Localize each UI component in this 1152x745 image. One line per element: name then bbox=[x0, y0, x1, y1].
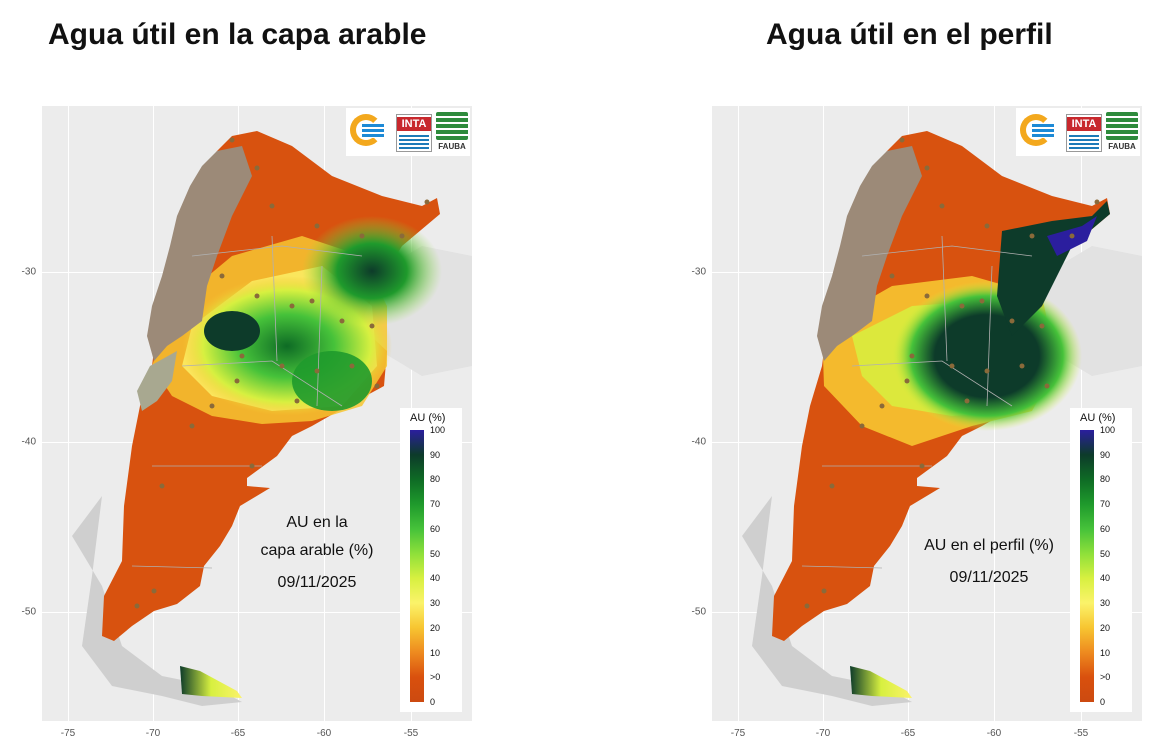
inta-logo: INTA bbox=[1066, 114, 1102, 152]
title-perfil: Agua útil en el perfil bbox=[766, 18, 1053, 51]
legend-label: 40 bbox=[430, 573, 441, 584]
legend-label: >0 bbox=[1100, 672, 1111, 683]
fauba-logo: FAUBA bbox=[1106, 112, 1138, 154]
chile-coast-shape bbox=[72, 496, 242, 706]
wet-zone-cordoba bbox=[204, 311, 260, 351]
ora-logo-waves bbox=[362, 124, 384, 138]
argentina-map-capa-arable bbox=[72, 131, 472, 706]
legend-label: 30 bbox=[1100, 598, 1111, 609]
legend-label: >0 bbox=[430, 672, 441, 683]
legend: AU (%) 100 90 80 70 60 50 40 30 20 10 >0 0 bbox=[1070, 408, 1132, 712]
legend-colorbar bbox=[1080, 430, 1094, 702]
institution-logos: INTA FAUBA bbox=[346, 108, 470, 156]
x-tick: -55 bbox=[403, 728, 419, 739]
y-tick: -30 bbox=[21, 266, 36, 278]
legend-label: 0 bbox=[430, 697, 436, 707]
legend-label: 10 bbox=[430, 647, 441, 658]
y-tick: -40 bbox=[21, 436, 36, 448]
legend-label: 50 bbox=[430, 548, 441, 559]
y-tick: -30 bbox=[691, 266, 706, 278]
legend-label: 20 bbox=[1100, 622, 1111, 633]
ora-logo bbox=[350, 114, 382, 146]
y-tick: -40 bbox=[691, 436, 706, 448]
inta-logo: INTA bbox=[396, 114, 432, 152]
andes-region bbox=[817, 146, 922, 361]
andes-region bbox=[147, 146, 252, 361]
legend-label: 100 bbox=[1100, 425, 1116, 435]
legend-label: 70 bbox=[1100, 499, 1111, 510]
fauba-logo: FAUBA bbox=[436, 112, 468, 154]
x-tick: -60 bbox=[986, 728, 1002, 739]
chile-coast-shape bbox=[742, 496, 912, 706]
weather-stations bbox=[134, 137, 430, 609]
legend-label: 60 bbox=[430, 523, 441, 534]
legend-label: 80 bbox=[1100, 474, 1111, 485]
legend-colorbar bbox=[410, 430, 424, 702]
legend-label: 0 bbox=[1100, 697, 1106, 707]
annotation-line: capa arable (%) bbox=[260, 542, 374, 559]
map-panel-capa-arable: -75 -70 -65 -60 -55 -30 -40 -50 INTA FAU… bbox=[22, 106, 472, 739]
y-tick: -50 bbox=[691, 606, 706, 618]
y-tick: -50 bbox=[21, 606, 36, 618]
legend-label: 100 bbox=[430, 425, 446, 435]
legend-label: 30 bbox=[430, 598, 441, 609]
province-borders bbox=[801, 235, 1033, 569]
legend-title: AU (%) bbox=[410, 412, 446, 424]
annotation-line: AU en la bbox=[286, 514, 348, 531]
x-tick: -55 bbox=[1073, 728, 1089, 739]
weather-stations bbox=[804, 137, 1100, 609]
legend-label: 20 bbox=[430, 622, 441, 633]
annotation-line: AU en el perfil (%) bbox=[924, 537, 1054, 554]
x-tick: -65 bbox=[900, 728, 916, 739]
ora-logo-waves bbox=[1032, 124, 1054, 138]
legend: AU (%) 100 90 80 70 60 50 40 30 20 10 >0 0 bbox=[400, 408, 462, 712]
x-tick: -70 bbox=[815, 728, 831, 739]
map-annotation: AU en el perfil (%) 09/11/2025 bbox=[904, 532, 1074, 592]
x-tick: -70 bbox=[145, 728, 161, 739]
x-tick: -65 bbox=[230, 728, 246, 739]
legend-label: 80 bbox=[430, 474, 441, 485]
wet-zone-litoral bbox=[302, 216, 442, 326]
tierra-del-fuego bbox=[850, 666, 912, 698]
map-panel-perfil: -75 -70 -65 -60 -55 -30 -40 -50 INTA FAU… bbox=[692, 106, 1142, 739]
tierra-del-fuego bbox=[180, 666, 242, 698]
andes-south-region bbox=[137, 351, 177, 411]
legend-label: 90 bbox=[1100, 449, 1111, 460]
x-tick: -75 bbox=[60, 728, 76, 739]
legend-label: 50 bbox=[1100, 548, 1111, 559]
legend-label: 40 bbox=[1100, 573, 1111, 584]
x-tick: -60 bbox=[316, 728, 332, 739]
legend-label: 10 bbox=[1100, 647, 1111, 658]
ora-logo bbox=[1020, 114, 1052, 146]
wet-zone-buenos-aires bbox=[292, 351, 372, 411]
map-annotation: AU en la capa arable (%) 09/11/2025 bbox=[252, 509, 382, 597]
legend-title: AU (%) bbox=[1080, 412, 1116, 424]
legend-label: 70 bbox=[430, 499, 441, 510]
wet-zone-pampas bbox=[892, 281, 1082, 431]
title-capa-arable: Agua útil en la capa arable bbox=[48, 18, 427, 51]
argentina-map-perfil bbox=[742, 131, 1142, 706]
legend-label: 60 bbox=[1100, 523, 1111, 534]
legend-label: 90 bbox=[430, 449, 441, 460]
province-borders bbox=[131, 235, 363, 569]
x-tick: -75 bbox=[730, 728, 746, 739]
annotation-date: 09/11/2025 bbox=[277, 574, 357, 591]
annotation-date: 09/11/2025 bbox=[949, 569, 1029, 586]
institution-logos: INTA FAUBA bbox=[1016, 108, 1140, 156]
